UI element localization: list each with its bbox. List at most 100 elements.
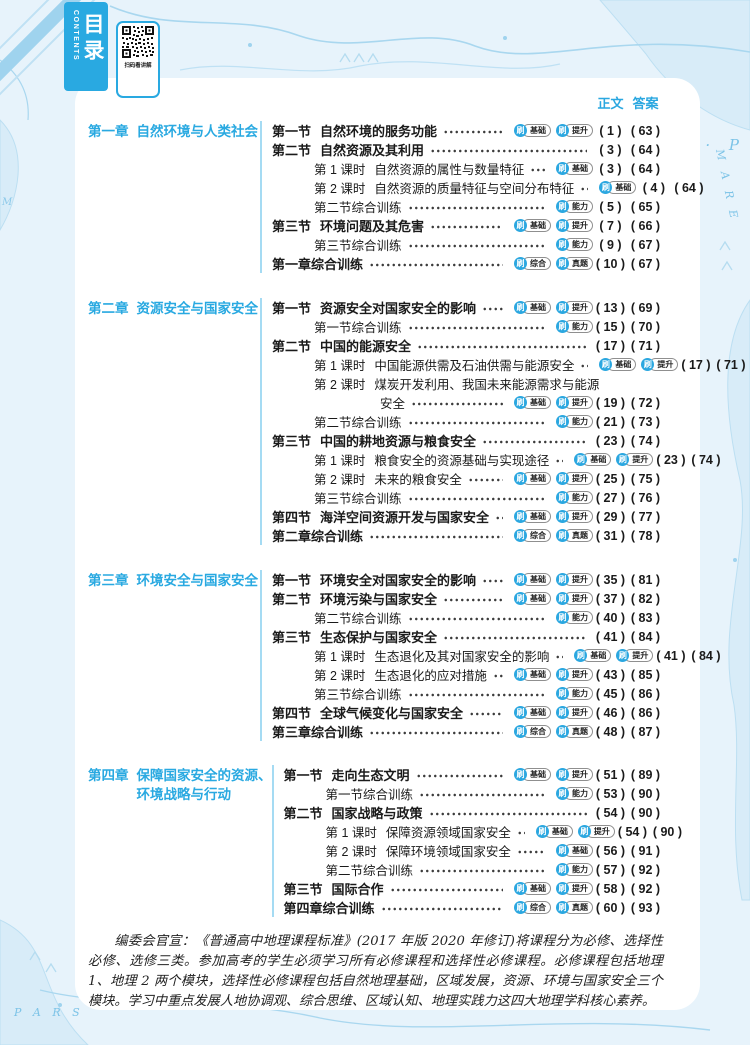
page-column-headers: 正文 答案: [88, 94, 663, 111]
body-page-number: ( 25 ): [595, 471, 626, 486]
toc-row: 第二节综合训练 刷能力( 21 ) ( 73 ): [272, 412, 663, 431]
body-page-number: ( 48 ): [595, 724, 626, 739]
answer-page-number: ( 90 ): [630, 786, 661, 801]
brush-badge-icon: 刷: [556, 768, 569, 781]
body-page-number: ( 41 ): [656, 648, 686, 663]
badge-label: 提升: [564, 882, 593, 895]
brush-badge-icon: 刷: [556, 200, 569, 213]
badge-能力: 刷能力: [556, 787, 593, 800]
answer-page-number: ( 90 ): [630, 805, 661, 820]
brush-badge-icon: 刷: [514, 768, 527, 781]
body-page-number: ( 3 ): [599, 161, 622, 176]
badge-能力: 刷能力: [556, 863, 593, 876]
brush-badge-icon: 刷: [556, 219, 569, 232]
brush-badge-icon: 刷: [556, 706, 569, 719]
svg-text:M: M: [1, 197, 14, 208]
badge-提升: 刷提升: [577, 825, 615, 838]
toc-row: 第三节综合训练 刷能力 ( 9 ) ( 67 ): [272, 235, 663, 254]
badge-能力: 刷能力: [556, 611, 593, 624]
row-label: 第 1 课时: [325, 826, 377, 840]
answer-page-number: ( 77 ): [630, 509, 661, 524]
toc-row: 第一节 自然环境的服务功能 刷基础刷提升 ( 1 ) ( 63 ): [272, 121, 663, 140]
row-title: 第一章综合训练: [272, 257, 364, 272]
brush-badge-icon: 刷: [574, 649, 588, 662]
badge-label: 基础: [522, 592, 551, 605]
chapter-number: 第一章: [88, 124, 129, 139]
badge-真题: 刷真题: [556, 257, 593, 270]
body-page-number: ( 23 ): [595, 433, 626, 448]
brush-badge-icon: 刷: [556, 844, 569, 857]
badge-基础: 刷基础: [514, 768, 551, 781]
chapter-block: 第四章 保障国家安全的资源、 环境战略与行动 第一节 走向生态文明刷基础刷提升( 51 …: [88, 765, 682, 917]
body-page-number: ( 23 ): [656, 452, 686, 467]
brush-badge-icon: 刷: [556, 725, 569, 738]
row-title: 第二节综合训练: [325, 864, 414, 878]
row-label: 第二节: [272, 143, 312, 158]
badge-综合: 刷综合: [514, 725, 551, 738]
badge-基础: 刷基础: [514, 124, 551, 137]
toc-row: 第 2 课时 未来的粮食安全 刷基础刷提升( 25 ) ( 75 ): [272, 469, 663, 488]
brush-badge-icon: 刷: [535, 825, 549, 838]
row-title: 自然资源的属性与数量特征: [374, 163, 525, 177]
row-label: 第一节: [283, 768, 323, 783]
brush-badge-icon: 刷: [556, 301, 569, 314]
body-page-number: ( 51 ): [595, 767, 626, 782]
toc-row: 第二节 国家战略与政策 ( 54 ) ( 90 ): [284, 803, 664, 822]
answer-page-number: ( 72 ): [630, 395, 661, 410]
body-page-number: ( 35 ): [595, 572, 626, 587]
brush-badge-icon: 刷: [641, 358, 655, 371]
body-page-number: ( 31 ): [595, 528, 626, 543]
brush-badge-icon: 刷: [514, 301, 527, 314]
row-title: 第一节综合训练: [314, 321, 402, 335]
row-title: 第二节综合训练: [314, 612, 402, 626]
body-page-number: ( 19 ): [595, 395, 626, 410]
answer-page-number: ( 86 ): [630, 705, 661, 720]
chapter-block: 第一章 自然环境与人类社会 第一节 自然环境的服务功能刷基础刷提升( 1 )( 63 …: [88, 121, 704, 273]
body-page-column-header: 正文: [597, 95, 624, 111]
row-title: 生态退化的应对措施: [374, 669, 487, 683]
row-label: 第 2 课时: [314, 182, 366, 196]
dot-leader: [482, 431, 587, 450]
row-title: 第三章综合训练: [272, 725, 364, 740]
dot-leader: [430, 140, 587, 159]
dot-leader: [428, 803, 587, 822]
badge-提升: 刷提升: [616, 649, 654, 662]
badge-提升: 刷提升: [556, 472, 593, 485]
row-label: 第 1 课时: [314, 359, 366, 373]
brush-badge-icon: 刷: [556, 863, 569, 876]
chapter-heading-column: 第四章 保障国家安全的资源、 环境战略与行动: [88, 765, 272, 917]
dot-leader: [407, 317, 545, 336]
row-title: 第三节综合训练: [314, 688, 402, 702]
answer-page-number: ( 69 ): [630, 300, 661, 315]
badge-label: 基础: [543, 825, 573, 838]
toc-row: 第四节 海洋空间资源开发与国家安全刷基础刷提升( 29 )( 77 ): [272, 507, 663, 526]
answer-page-number: ( 75 ): [630, 471, 661, 486]
body-page-number: ( 10 ): [595, 256, 626, 271]
toc-row: 第三节 国际合作刷基础刷提升( 58 )( 92 ): [284, 879, 664, 898]
brush-badge-icon: 刷: [514, 882, 527, 895]
dot-leader: [580, 178, 589, 197]
chapter-title: 保障国家安全的资源、 环境战略与行动: [136, 768, 272, 802]
badge-基础: 刷基础: [514, 668, 551, 681]
badge-基础: 刷基础: [514, 706, 551, 719]
chapter-title: 资源安全与国家安全: [136, 301, 259, 316]
chapter-heading-column: 第一章 自然环境与人类社会: [88, 121, 260, 273]
answer-page-number: ( 84 ): [691, 648, 721, 663]
answer-page-number: ( 87 ): [630, 724, 661, 739]
badge-label: 真题: [564, 257, 593, 270]
badge-基础: 刷基础: [556, 844, 593, 857]
brush-badge-icon: 刷: [556, 787, 569, 800]
row-title: 未来的粮食安全: [374, 473, 462, 487]
row-title: 中国的耕地资源与粮食安全: [320, 434, 477, 449]
dot-leader: [380, 898, 503, 917]
badge-label: 能力: [564, 238, 593, 251]
dot-leader: [443, 627, 587, 646]
dot-leader: [389, 879, 503, 898]
answer-page-number: ( 64 ): [674, 180, 704, 195]
dot-leader: [369, 526, 503, 545]
dot-leader: [430, 216, 503, 235]
badge-基础: 刷基础: [574, 649, 612, 662]
badge-基础: 刷基础: [514, 219, 551, 232]
chapter-entries: 第一节 资源安全对国家安全的影响刷基础刷提升( 13 )( 69 ) 第一节综合训练…: [260, 298, 746, 545]
brush-badge-icon: 刷: [599, 181, 613, 194]
